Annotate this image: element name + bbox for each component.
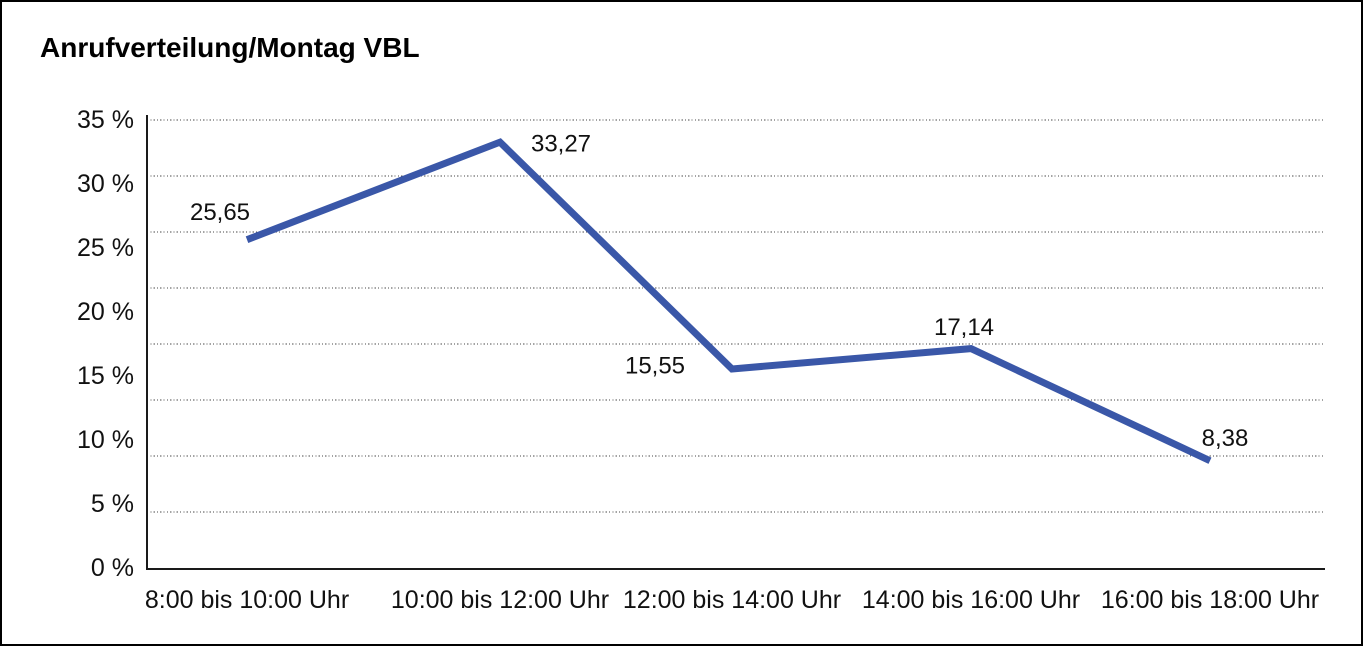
x-axis-tick-label: 16:00 bis 18:00 Uhr (1101, 586, 1319, 614)
y-axis-tick-label: 5 % (91, 490, 134, 518)
y-axis-tick-label: 30 % (77, 170, 134, 198)
y-axis-tick-label: 35 % (77, 106, 134, 134)
x-axis-tick-label: 10:00 bis 12:00 Uhr (391, 586, 609, 614)
x-axis-tick-label: 8:00 bis 10:00 Uhr (145, 586, 349, 614)
y-axis-tick-label: 25 % (77, 234, 134, 262)
y-axis-tick-label: 15 % (77, 362, 134, 390)
data-point-label: 15,55 (625, 352, 685, 379)
y-axis-tick-label: 0 % (91, 554, 134, 582)
data-point-label: 17,14 (934, 314, 994, 341)
y-axis-tick-label: 10 % (77, 426, 134, 454)
data-point-label: 8,38 (1202, 425, 1249, 452)
data-point-label: 25,65 (190, 199, 250, 226)
data-point-label: 33,27 (531, 131, 591, 158)
y-axis-tick-label: 20 % (77, 298, 134, 326)
x-axis-tick-label: 12:00 bis 14:00 Uhr (623, 586, 841, 614)
series-line (245, 138, 1212, 464)
chart-title: Anrufverteilung/Montag VBL (40, 32, 420, 63)
x-axis-tick-label: 14:00 bis 16:00 Uhr (862, 586, 1080, 614)
